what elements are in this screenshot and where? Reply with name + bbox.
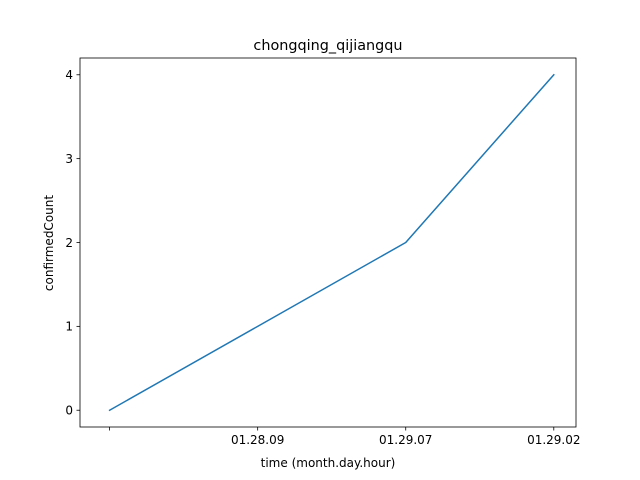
y-tick-label: 0	[65, 404, 73, 418]
y-tick-label: 4	[65, 68, 73, 82]
y-axis: 0 1 2 3 4	[65, 68, 80, 418]
y-axis-label: confirmedCount	[42, 195, 56, 291]
x-tick-label: 01.28.09	[231, 433, 284, 447]
y-tick-label: 1	[65, 320, 73, 334]
x-tick-label: 01.29.02	[527, 433, 580, 447]
y-tick-label: 3	[65, 152, 73, 166]
x-axis: 01.28.09 01.29.07 01.29.02	[109, 427, 581, 447]
chart-title: chongqing_qijiangqu	[253, 38, 402, 54]
x-axis-label: time (month.day.hour)	[261, 456, 396, 470]
series-line-0	[108, 73, 555, 412]
y-tick-label: 2	[65, 236, 73, 250]
x-tick-label: 01.29.07	[379, 433, 432, 447]
